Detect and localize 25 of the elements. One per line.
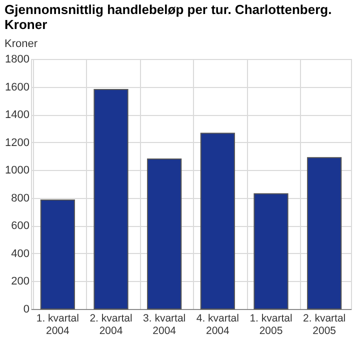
text: Kroner [4, 17, 48, 32]
y-tick-label: 1600 [5, 81, 30, 94]
bar [200, 132, 235, 310]
bar [40, 199, 75, 310]
text: Gjennomsnittlig handlebeløp per tur. Charlottenberg. [4, 2, 332, 17]
bar [94, 89, 128, 310]
x-tick-label: 1. kvartal 2004 [36, 312, 79, 337]
y-tick-label: 800 [11, 192, 30, 204]
bar [254, 193, 288, 310]
x-tick-label: 1. kvartal 2005 [250, 312, 292, 337]
x-tick-label: 4. kvartal 2004 [196, 312, 239, 337]
y-tick-label: 0 [23, 304, 30, 316]
y-tick-label: 1200 [5, 136, 30, 149]
x-tick-label: 2. kvartal 2005 [303, 312, 346, 337]
y-tick-label: 600 [11, 220, 30, 232]
y-tick-label: 1400 [5, 109, 30, 122]
bar [307, 157, 342, 310]
x-tick-label: 2. kvartal 2004 [90, 312, 132, 337]
bar [147, 158, 182, 310]
y-tick-label: 200 [11, 276, 30, 288]
y-tick-label: 1800 [5, 54, 30, 66]
y-tick-label: 400 [11, 248, 30, 260]
x-tick-label: 3. kvartal 2004 [143, 312, 186, 337]
y-tick-label: 1000 [5, 164, 30, 177]
y-axis-title: Kroner [4, 38, 38, 50]
